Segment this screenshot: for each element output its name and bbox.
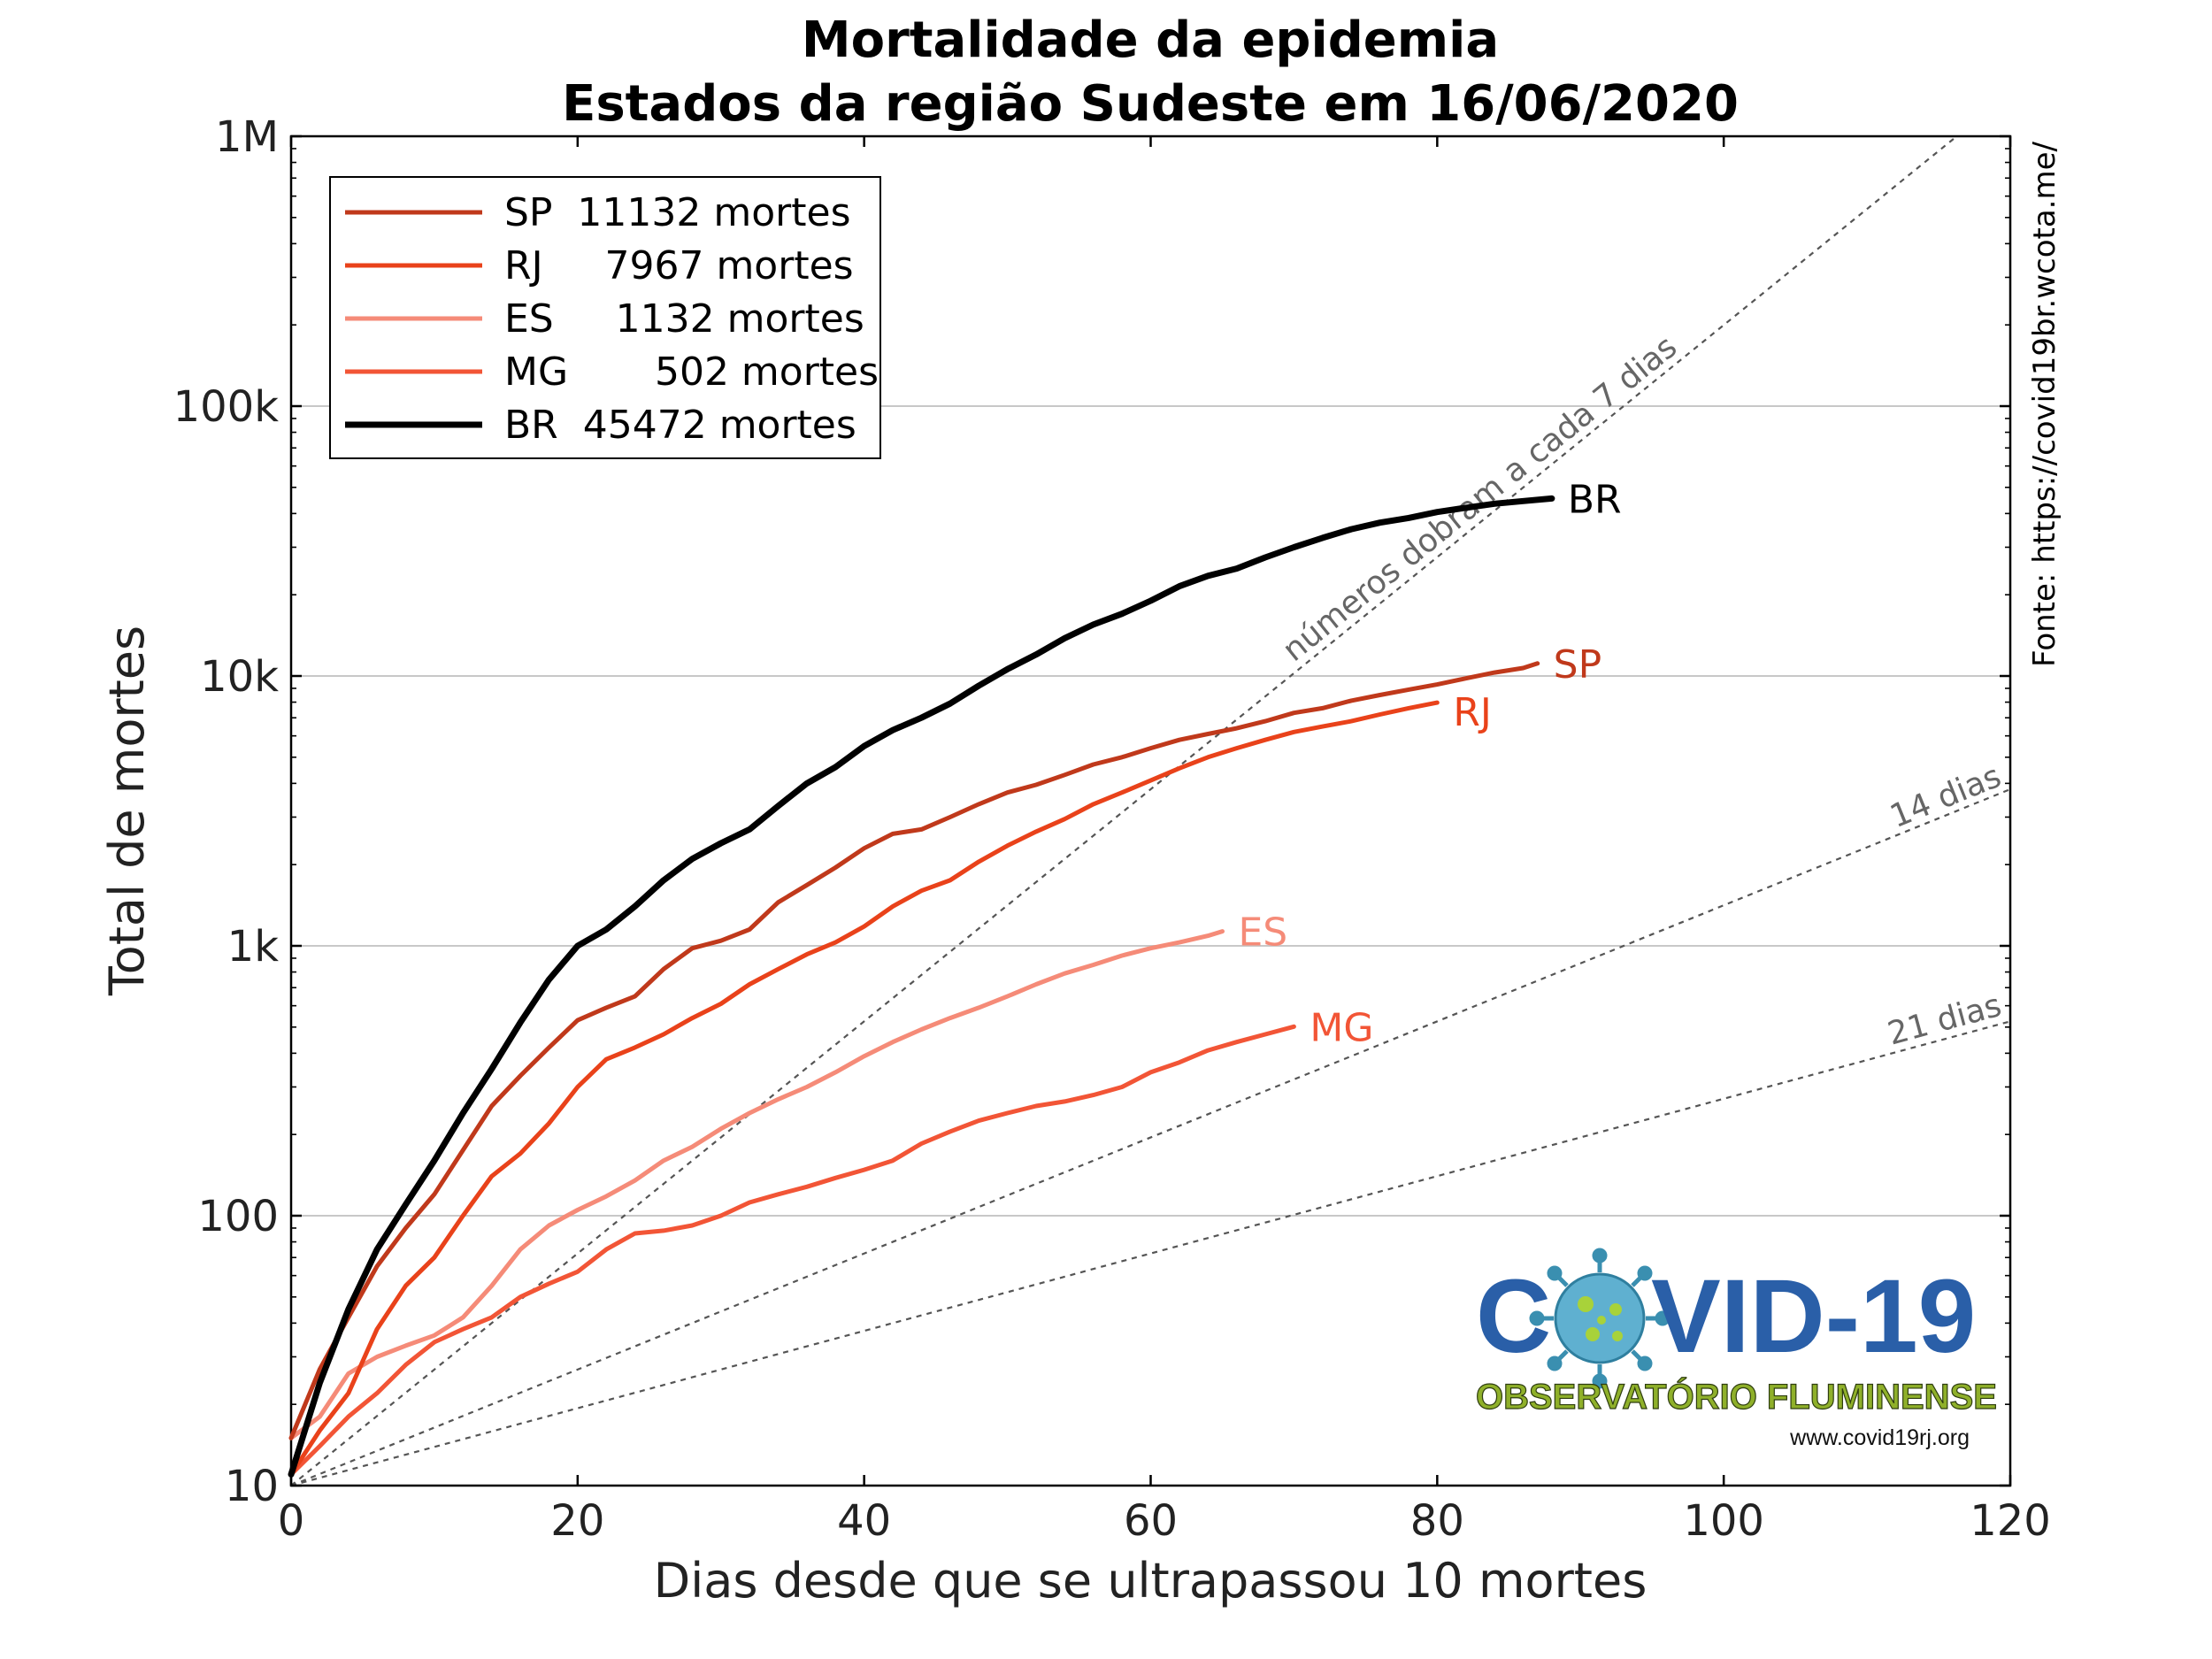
source-note: Fonte: https://covid19br.wcota.me/ bbox=[2027, 141, 2062, 667]
doubling-reference-label: números dobram a cada 7 dias bbox=[1276, 329, 1684, 669]
logo-url: www.covid19rj.org bbox=[1789, 1425, 1970, 1450]
virus-icon bbox=[1529, 1248, 1671, 1389]
y-tick-label: 1k bbox=[227, 922, 280, 972]
series-line-es bbox=[288, 929, 1225, 1440]
legend-entry-es: ES 1132 mortes bbox=[504, 296, 864, 342]
doubling-reference-line bbox=[290, 135, 1958, 1486]
doubling-reference-label: 21 dias bbox=[1884, 987, 2005, 1053]
gridlines bbox=[291, 405, 2010, 1217]
logo-subtitle: OBSERVATÓRIO FLUMINENSE bbox=[1476, 1376, 1997, 1417]
series-end-label-br: BR bbox=[1568, 477, 1622, 522]
legend-entry-br: BR 45472 mortes bbox=[504, 403, 856, 448]
x-tick-label: 40 bbox=[837, 1496, 891, 1546]
series-line-mg bbox=[288, 1024, 1296, 1477]
x-tick-label: 80 bbox=[1410, 1496, 1464, 1546]
series-end-label-rj: RJ bbox=[1453, 690, 1492, 735]
x-tick-label: 60 bbox=[1124, 1496, 1178, 1546]
legend-entry-sp: SP 11132 mortes bbox=[504, 190, 851, 235]
series-end-labels: MG ES RJ SP BR bbox=[1238, 477, 1621, 1050]
y-tick-label: 10k bbox=[200, 652, 279, 702]
y-axis-label: Total de mortes bbox=[99, 626, 155, 996]
doubling-reference-label: 14 dias bbox=[1886, 758, 2007, 835]
covid19-logo: C VID-19 OBSERVATÓRIO FLUMINENSE www.cov… bbox=[1475, 1248, 1998, 1450]
y-tick-label: 100k bbox=[173, 382, 280, 432]
series-line-rj bbox=[288, 700, 1440, 1477]
series-line-sp bbox=[288, 661, 1540, 1440]
chart-subtitle: Estados da região Sudeste em 16/06/2020 bbox=[562, 75, 1739, 133]
doubling-reference-line bbox=[290, 788, 2011, 1487]
chart-titles: Mortalidade da epidemia Estados da regiã… bbox=[562, 12, 1739, 133]
legend-entry-rj: RJ 7967 mortes bbox=[504, 243, 854, 288]
logo-title-part2: VID-19 bbox=[1651, 1258, 1976, 1375]
y-tick-label: 1M bbox=[215, 112, 279, 162]
x-tick-label: 120 bbox=[1970, 1496, 2051, 1546]
series-end-label-mg: MG bbox=[1310, 1005, 1373, 1050]
chart-title: Mortalidade da epidemia bbox=[802, 12, 1499, 69]
axis-ticks: 10 100 1k 10k 100k 1M 0 20 40 60 80 100 120 bbox=[173, 112, 2051, 1546]
legend: SP 11132 mortes RJ 7967 mortes ES 1132 mor… bbox=[329, 176, 881, 459]
series-line-br bbox=[288, 495, 1555, 1478]
y-tick-label: 100 bbox=[197, 1192, 279, 1241]
x-tick-label: 100 bbox=[1683, 1496, 1764, 1546]
series-lines bbox=[288, 495, 1555, 1478]
series-end-label-sp: SP bbox=[1554, 642, 1601, 687]
y-tick-label: 10 bbox=[225, 1462, 279, 1511]
x-tick-label: 0 bbox=[278, 1496, 305, 1546]
x-axis-label: Dias desde que se ultrapassou 10 mortes bbox=[654, 1553, 1647, 1609]
legend-entry-mg: MG 502 mortes bbox=[504, 349, 879, 395]
series-end-label-es: ES bbox=[1238, 910, 1287, 956]
x-tick-label: 20 bbox=[550, 1496, 604, 1546]
